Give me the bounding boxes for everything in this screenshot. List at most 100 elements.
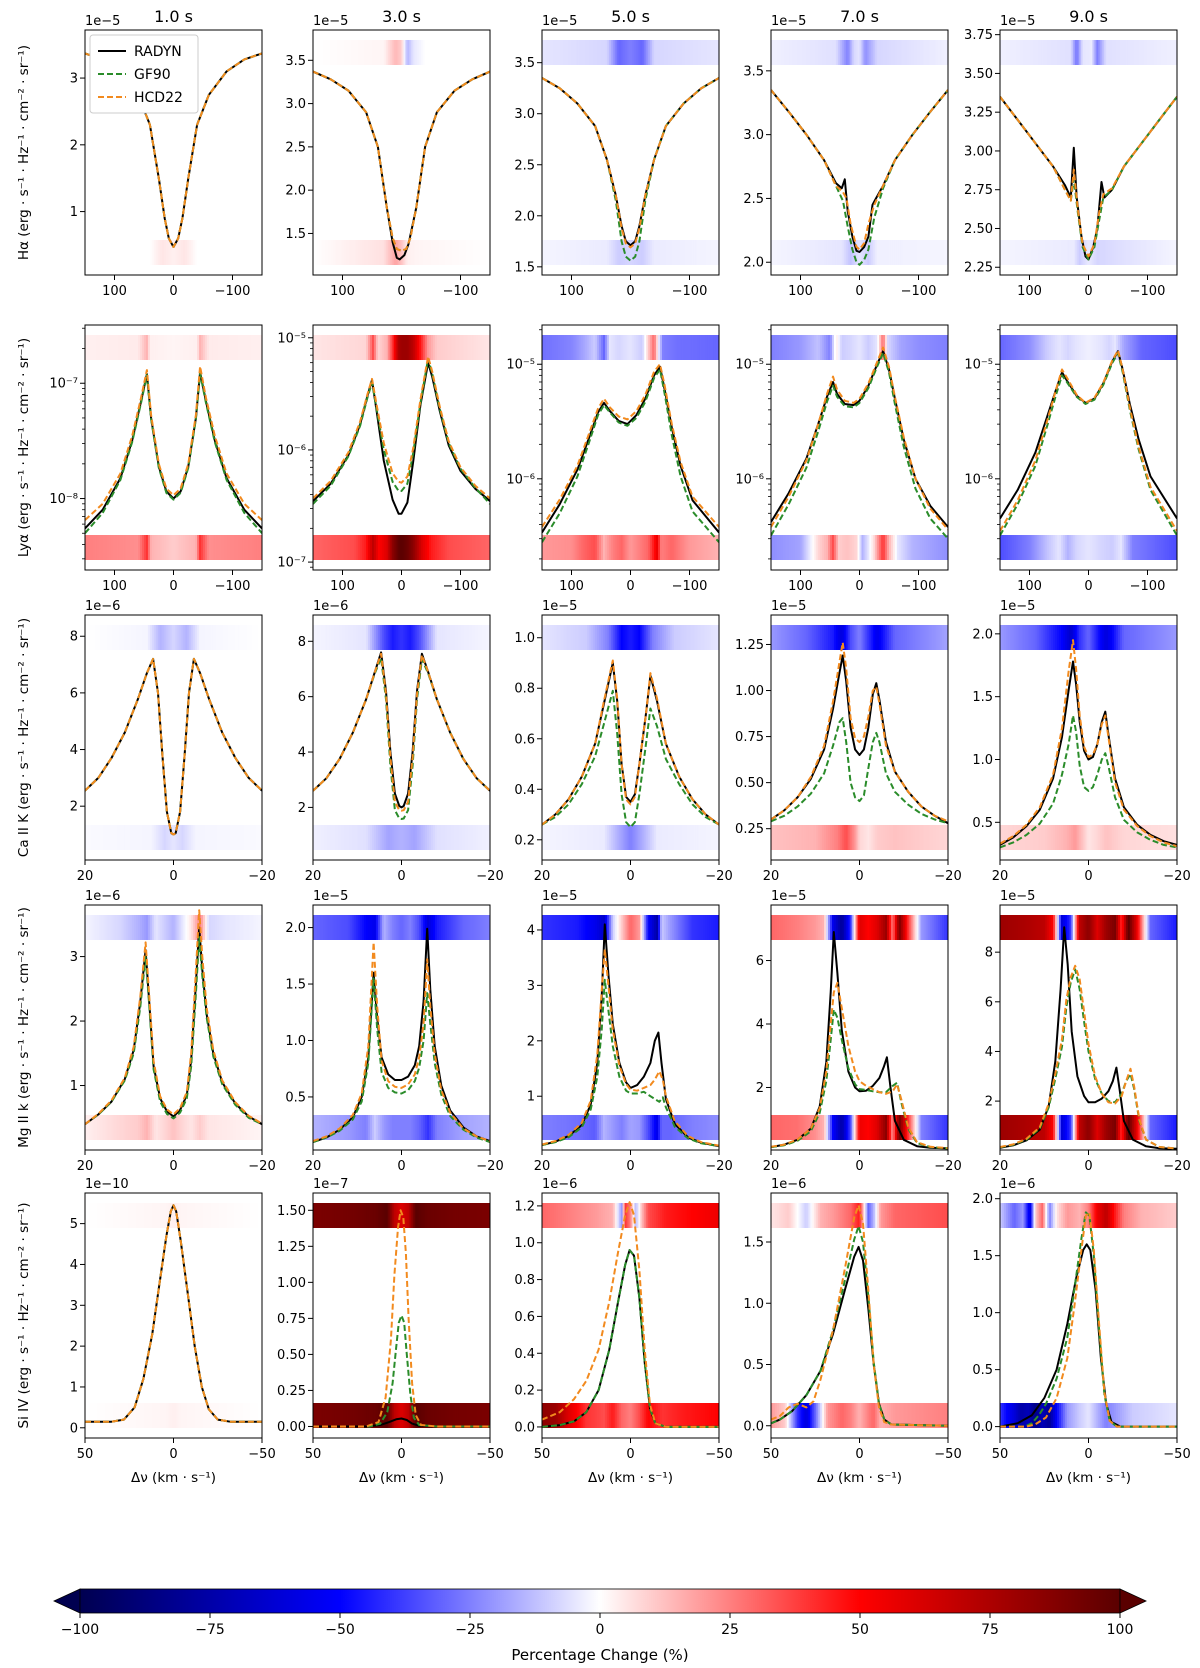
x-tick-label: −100 <box>1130 284 1166 299</box>
y-tick-label: 0.50 <box>277 1348 306 1363</box>
y-tick-label: 0.00 <box>277 1420 306 1435</box>
y-tick-label: 0.2 <box>514 1384 535 1399</box>
y-tick-label: 10⁻⁵ <box>277 331 306 346</box>
line-gf90 <box>85 936 262 1126</box>
heat-strip-bottom <box>313 535 490 560</box>
line-hcd22 <box>313 941 490 1142</box>
x-tick-label: 20 <box>305 869 322 884</box>
colorbar-label: Percentage Change (%) <box>511 1646 688 1664</box>
y-scale-offset: 1e−6 <box>313 599 348 614</box>
x-tick-label: −50 <box>476 1447 503 1462</box>
y-tick-label: 6 <box>985 995 993 1010</box>
x-tick-label: −100 <box>901 579 937 594</box>
heat-strip-top <box>771 915 948 940</box>
line-hcd22 <box>542 948 719 1147</box>
panel-r2-c0: 20 0 −20 2 4 6 8 1e−6 Ca II K (erg · s⁻¹ · Hz⁻¹ … <box>16 599 276 884</box>
axes-frame <box>999 904 1178 1151</box>
colorbar-tick-label: −25 <box>455 1622 485 1638</box>
row-ylabel: Lyα (erg · s⁻¹ · Hz⁻¹ · cm⁻² · sr⁻¹) <box>16 338 32 557</box>
y-tick-label: 3.25 <box>964 106 993 121</box>
heat-strip-top <box>542 335 719 360</box>
y-tick-label: 8 <box>70 630 78 645</box>
series-lines <box>542 77 719 262</box>
y-tick-label: 1.50 <box>277 1204 306 1219</box>
colorbar-tick-label: −50 <box>325 1622 355 1638</box>
series-lines <box>542 659 719 829</box>
x-tick-label: 0 <box>626 1447 634 1462</box>
x-tick-label: 0 <box>1084 869 1092 884</box>
x-axis-label: Δν (km · s⁻¹) <box>1046 1470 1131 1486</box>
line-gf90 <box>85 657 262 836</box>
series-lines <box>85 657 262 836</box>
panel-r0-c3: 100 0 −100 2.0 2.5 3.0 3.5 1e−5 7.0 s <box>743 7 949 299</box>
heat-strip-top <box>313 625 490 650</box>
colorbar-tick-label: 100 <box>1107 1622 1134 1638</box>
line-hcd22 <box>313 1209 490 1428</box>
y-tick-label: 0.8 <box>514 682 535 697</box>
series-lines <box>313 1209 490 1428</box>
y-tick-label: 2.0 <box>743 256 764 271</box>
y-tick-label: 0.5 <box>285 1090 306 1105</box>
x-axis-label: Δν (km · s⁻¹) <box>588 1470 673 1486</box>
x-tick-label: 20 <box>534 1159 551 1174</box>
colorbar-tick-label: −100 <box>61 1622 99 1638</box>
y-tick-label: 2.50 <box>964 222 993 237</box>
heat-strip-top <box>85 915 262 940</box>
y-scale-offset: 1e−5 <box>1000 14 1035 29</box>
y-tick-label: 0.4 <box>514 783 535 798</box>
heat-strip-bottom <box>771 825 948 850</box>
y-scale-offset: 1e−6 <box>542 1177 577 1192</box>
row-ylabel: Si IV (erg · s⁻¹ · Hz⁻¹ · cm⁻² · sr⁻¹) <box>16 1203 32 1429</box>
line-hcd22 <box>313 652 490 812</box>
x-tick-label: 0 <box>397 284 405 299</box>
x-tick-label: 0 <box>397 869 405 884</box>
panel-r0-c2: 100 0 −100 1.5 2.0 2.5 3.0 3.5 1e−5 5.0 s <box>514 7 720 299</box>
y-tick-label: 10⁻⁶ <box>964 472 993 487</box>
panel-r0-c0: 100 0 −100 1 2 3 1e−5 1.0 s Hα (erg · s⁻¹ · Hz⁻¹… <box>16 7 263 299</box>
y-tick-label: 3 <box>70 950 78 965</box>
y-tick-label: 0.0 <box>972 1420 993 1435</box>
line-gf90 <box>1000 714 1177 849</box>
heat-strip-bottom <box>313 1115 490 1140</box>
row-ylabel: Mg II k (erg · s⁻¹ · Hz⁻¹ · cm⁻² · sr⁻¹) <box>16 907 32 1148</box>
heat-strip-bottom <box>542 1403 719 1428</box>
line-hcd22 <box>771 346 948 531</box>
y-tick-label: 0.5 <box>972 1363 993 1378</box>
colorbar-tick-label: 75 <box>981 1622 999 1638</box>
y-tick-label: 0.6 <box>514 1310 535 1325</box>
y-scale-offset: 1e−6 <box>85 599 120 614</box>
legend: RADYN GF90 HCD22 <box>89 34 199 114</box>
series-lines <box>1000 639 1177 849</box>
axes-frame <box>312 324 491 571</box>
axes-frame <box>770 904 949 1151</box>
axes-frame <box>999 614 1178 861</box>
panel-r1-c4: 100 0 −100 10⁻⁶ 10⁻⁵ <box>964 324 1178 594</box>
heat-strip-bottom <box>85 1115 262 1140</box>
x-tick-label: 20 <box>305 1159 322 1174</box>
heat-strip-bottom <box>1000 240 1177 265</box>
axes-frame <box>999 29 1178 276</box>
x-axis-label: Δν (km · s⁻¹) <box>359 1470 444 1486</box>
panel-r4-c3: 50 0 −50 0.0 0.5 1.0 1.5 1e−6 <box>743 1177 961 1462</box>
heat-strip-bottom <box>313 1403 490 1428</box>
heat-strip-bottom <box>542 535 719 560</box>
series-lines <box>542 1201 719 1428</box>
y-tick-label: 4 <box>298 746 306 761</box>
line-gf90 <box>542 689 719 829</box>
line-hcd22 <box>85 1204 262 1423</box>
x-tick-label: 0 <box>626 1159 634 1174</box>
series-lines <box>313 927 490 1144</box>
colorbar-extend-low <box>53 1588 81 1614</box>
x-tick-label: 0 <box>169 579 177 594</box>
y-scale-offset: 1e−5 <box>771 599 806 614</box>
y-tick-label: 4 <box>527 923 535 938</box>
y-scale-offset: 1e−5 <box>313 889 348 904</box>
line-hcd22 <box>313 70 490 252</box>
line-radyn <box>771 1245 948 1427</box>
line-hcd22 <box>1000 96 1177 258</box>
line-gf90 <box>771 352 948 540</box>
x-tick-label: −20 <box>1163 1159 1190 1174</box>
x-axis-label: Δν (km · s⁻¹) <box>817 1470 902 1486</box>
x-tick-label: 0 <box>855 1447 863 1462</box>
x-tick-label: 100 <box>1017 579 1042 594</box>
